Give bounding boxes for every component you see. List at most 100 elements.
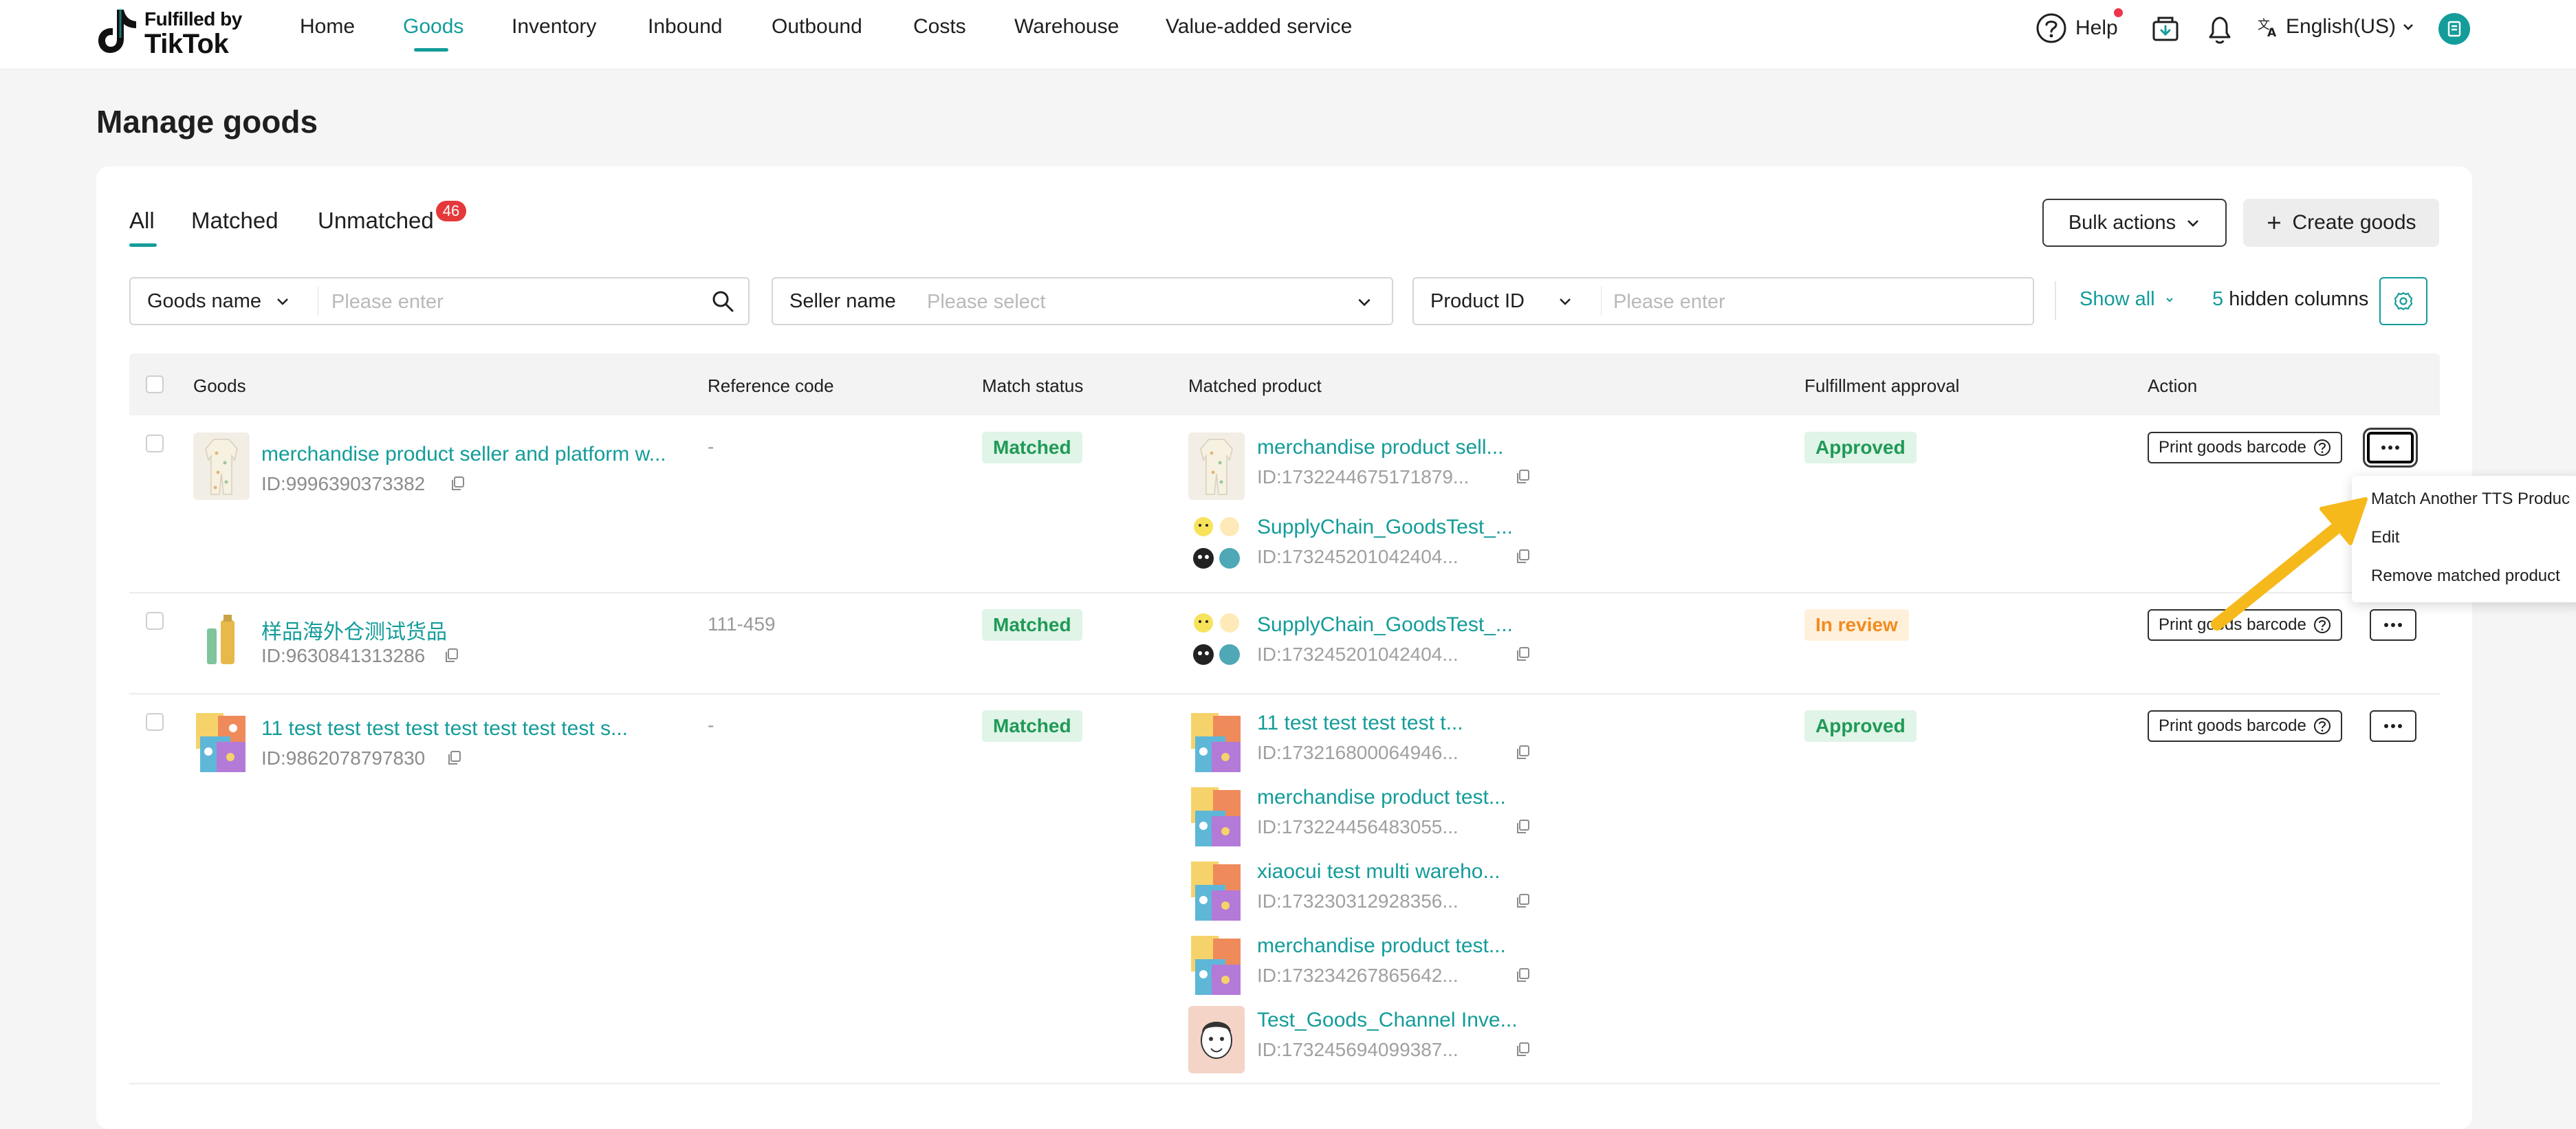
create-goods-button[interactable]: Create goods — [2243, 199, 2439, 247]
menu-item-remove-matched-product[interactable]: Remove matched product — [2371, 567, 2560, 585]
print-goods-barcode-button[interactable]: Print goods barcode — [2148, 710, 2342, 742]
goods-name-link[interactable]: 样品海外仓测试货品 — [261, 621, 447, 644]
seller-field-label: Seller name — [789, 289, 896, 312]
table-row: 样品海外仓测试货品 ID:9630841313286 111-459 Match… — [129, 593, 2440, 694]
nav-outbound[interactable]: Outbound — [772, 15, 862, 38]
matched-product-id: ID:173224456483055... — [1257, 816, 1459, 837]
copy-icon[interactable] — [1514, 547, 1532, 565]
select-all-checkbox[interactable] — [146, 375, 164, 393]
goods-id: ID:9630841313286 — [261, 645, 426, 666]
goods-name-input[interactable] — [330, 284, 704, 320]
seller-name-select[interactable] — [926, 284, 1341, 320]
nav-goods[interactable]: Goods — [403, 15, 464, 38]
create-goods-label: Create goods — [2292, 211, 2416, 234]
nav-inbound[interactable]: Inbound — [648, 15, 723, 38]
matched-product-link[interactable]: xiaocui test multi wareho... — [1257, 860, 1500, 883]
column-header-goods: Goods — [193, 375, 246, 396]
copy-icon[interactable] — [1514, 892, 1532, 910]
tab-all[interactable]: All — [129, 208, 157, 247]
matched-product-id: ID:173245201042404... — [1257, 644, 1459, 665]
hidden-columns-count: 5 — [2212, 288, 2224, 310]
copy-icon[interactable] — [1514, 966, 1532, 984]
more-actions-menu: Match Another TTS Produc Edit Remove mat… — [2352, 476, 2576, 602]
menu-item-edit[interactable]: Edit — [2371, 528, 2400, 547]
copy-icon[interactable] — [1514, 743, 1532, 761]
column-header-reference-code: Reference code — [708, 375, 834, 396]
nav-home[interactable]: Home — [300, 15, 356, 38]
sticker-sheets-thumbnail[interactable] — [193, 709, 250, 776]
matched-product-link[interactable]: merchandise product test... — [1257, 934, 1506, 957]
copy-icon[interactable] — [449, 474, 467, 492]
pajama-product-thumbnail[interactable] — [193, 432, 250, 500]
matched-product-link[interactable]: SupplyChain_GoodsTest_... — [1257, 613, 1513, 636]
tiktok-logo[interactable]: Fulfilled by TikTok — [98, 4, 263, 59]
sticker-sheets-thumbnail — [1188, 783, 1245, 851]
print-goods-barcode-button[interactable]: Print goods barcode — [2148, 609, 2342, 641]
notification-dot — [2114, 8, 2123, 17]
print-goods-barcode-button[interactable]: Print goods barcode — [2148, 432, 2342, 463]
language-selector[interactable]: 文 A English(US) — [2257, 15, 2415, 39]
cosmetic-bottles-thumbnail[interactable] — [193, 606, 250, 674]
help-label: Help — [2075, 17, 2118, 39]
column-settings-button[interactable] — [2379, 277, 2427, 325]
nav-value-added-service[interactable]: Value-added service — [1166, 15, 1353, 38]
matched-product-link[interactable]: 11 test test test test t... — [1257, 712, 1463, 734]
bell-icon[interactable] — [2205, 14, 2235, 45]
hidden-columns-label: hidden columns — [2229, 288, 2369, 310]
product-field-select[interactable]: Product ID — [1430, 278, 1573, 324]
copy-icon[interactable] — [446, 749, 463, 767]
user-avatar[interactable] — [2438, 13, 2470, 45]
menu-item-match-another-tts-product[interactable]: Match Another TTS Produc — [2371, 490, 2570, 508]
matched-product-link[interactable]: SupplyChain_GoodsTest_... — [1257, 516, 1513, 538]
row-checkbox[interactable] — [146, 612, 164, 630]
fulfillment-approval-tag: Approved — [1804, 432, 1917, 463]
tab-matched[interactable]: Matched — [191, 208, 279, 233]
matched-product-link[interactable]: Test_Goods_Channel Inve... — [1257, 1009, 1518, 1031]
nav-warehouse[interactable]: Warehouse — [1014, 15, 1120, 38]
tab-unmatched[interactable]: Unmatched — [318, 208, 434, 233]
chevron-down-icon — [1358, 298, 1371, 307]
goods-search-filter: Goods name — [129, 277, 750, 325]
more-horizontal-icon — [2381, 446, 2399, 450]
goods-name-link[interactable]: merchandise product seller and platform … — [261, 443, 666, 465]
package-return-icon[interactable] — [2150, 14, 2181, 45]
top-navigation-bar: Fulfilled by TikTok Home Goods Inventory… — [0, 0, 2576, 69]
nav-inventory[interactable]: Inventory — [512, 15, 597, 38]
more-horizontal-icon — [2384, 724, 2402, 728]
help-link[interactable]: Help — [2035, 12, 2118, 44]
matched-product-id: ID:173230312928356... — [1257, 890, 1459, 912]
print-goods-barcode-label: Print goods barcode — [2159, 716, 2306, 735]
row-checkbox[interactable] — [146, 713, 164, 731]
unmatched-count-badge: 46 — [436, 201, 466, 221]
more-actions-button[interactable] — [2370, 710, 2416, 742]
matched-product-link[interactable]: merchandise product test... — [1257, 786, 1506, 809]
copy-icon[interactable] — [443, 646, 461, 664]
goods-card: All Matched Unmatched 46 Bulk actions Cr… — [96, 166, 2472, 1129]
hidden-columns-link[interactable]: 5 hidden columns — [2212, 288, 2368, 311]
show-all-toggle[interactable]: Show all — [2080, 288, 2174, 311]
row-checkbox[interactable] — [146, 435, 164, 452]
search-icon[interactable] — [711, 289, 734, 313]
matched-product-id: ID:173234267865642... — [1257, 965, 1459, 986]
product-id-input[interactable] — [1612, 284, 2013, 320]
more-actions-button[interactable] — [2367, 432, 2414, 463]
plus-icon — [2268, 217, 2281, 229]
matched-product-link[interactable]: merchandise product sell... — [1257, 436, 1504, 459]
copy-icon[interactable] — [1514, 1040, 1532, 1058]
column-header-match-status: Match status — [982, 375, 1084, 396]
bulk-actions-button[interactable]: Bulk actions — [2042, 199, 2227, 247]
match-status-tag: Matched — [982, 609, 1082, 641]
goods-field-select[interactable]: Goods name — [147, 278, 290, 324]
seller-filter[interactable]: Seller name — [772, 277, 1393, 325]
copy-icon[interactable] — [1514, 468, 1532, 485]
nav-active-indicator — [414, 48, 448, 52]
sticker-sheets-thumbnail — [1188, 932, 1245, 999]
copy-icon[interactable] — [1514, 645, 1532, 663]
goods-name-link[interactable]: 11 test test test test test test test te… — [261, 717, 628, 740]
character-figures-thumbnail — [1188, 608, 1245, 675]
copy-icon[interactable] — [1514, 818, 1532, 835]
print-goods-barcode-label: Print goods barcode — [2159, 615, 2306, 634]
nav-costs[interactable]: Costs — [913, 15, 966, 38]
more-actions-button[interactable] — [2370, 609, 2416, 641]
fulfillment-approval-tag: Approved — [1804, 710, 1917, 742]
